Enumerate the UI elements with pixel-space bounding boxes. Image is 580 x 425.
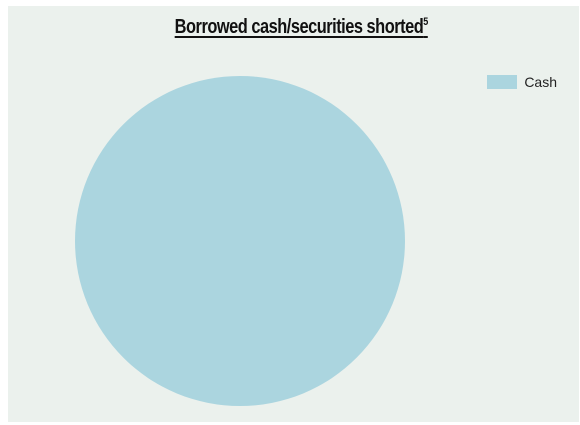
chart-legend: Cash [487,74,557,90]
pie-slice-cash [75,76,405,406]
chart-title-text: Borrowed cash/securities shorted [174,16,424,38]
legend-swatch-cash [487,75,518,89]
chart-title-footnote: 5 [423,16,428,28]
legend-label-cash: Cash [524,74,557,90]
chart-title: Borrowed cash/securities shorted5 [54,16,548,39]
